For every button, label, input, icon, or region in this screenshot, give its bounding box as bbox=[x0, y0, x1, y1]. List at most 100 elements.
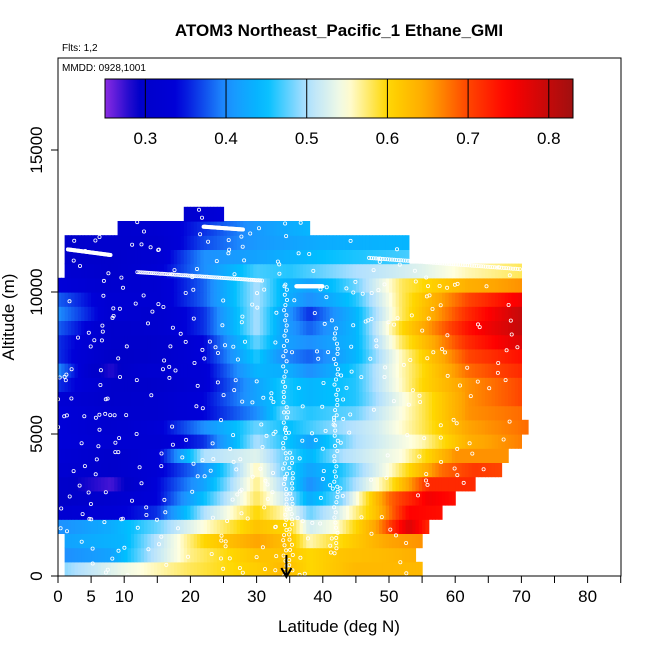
heatmap-cell bbox=[233, 462, 238, 478]
heatmap-cell bbox=[71, 348, 76, 364]
heatmap-cell bbox=[375, 434, 380, 449]
heatmap-cell bbox=[74, 419, 79, 435]
heatmap-cell bbox=[74, 476, 79, 492]
heatmap-cell bbox=[127, 448, 132, 463]
heatmap-cell bbox=[395, 348, 400, 364]
heatmap-cell bbox=[398, 476, 403, 492]
measurement-point bbox=[281, 553, 286, 558]
heatmap-cell bbox=[147, 448, 152, 463]
heatmap-cell bbox=[415, 462, 420, 478]
heatmap-cell bbox=[223, 448, 228, 463]
heatmap-cell bbox=[418, 306, 423, 321]
heatmap-cell bbox=[101, 235, 105, 250]
heatmap-cell bbox=[180, 263, 185, 279]
heatmap-cell bbox=[372, 519, 377, 534]
heatmap-cell bbox=[276, 561, 281, 576]
heatmap-cell bbox=[107, 348, 112, 364]
heatmap-cell bbox=[362, 448, 367, 463]
heatmap-cell bbox=[193, 249, 198, 265]
heatmap-cell bbox=[428, 263, 433, 279]
heatmap-cell bbox=[283, 505, 287, 520]
heatmap-cell bbox=[435, 363, 440, 378]
heatmap-cell bbox=[296, 533, 301, 549]
heatmap-cell bbox=[97, 263, 102, 279]
heatmap-cell bbox=[153, 306, 158, 321]
heatmap-cell bbox=[177, 462, 182, 478]
heatmap-cell bbox=[369, 405, 374, 421]
heatmap-cell bbox=[243, 348, 248, 364]
heatmap-cell bbox=[81, 519, 86, 534]
heatmap-cell bbox=[293, 490, 297, 506]
heatmap-cell bbox=[273, 434, 278, 449]
heatmap-cell bbox=[435, 320, 440, 336]
heatmap-cell bbox=[67, 519, 72, 534]
measurement-point bbox=[167, 364, 172, 369]
measurement-point bbox=[417, 259, 422, 264]
heatmap-cell bbox=[153, 490, 158, 506]
heatmap-cell bbox=[269, 320, 274, 336]
heatmap-cell bbox=[441, 434, 446, 449]
heatmap-cell bbox=[365, 490, 370, 506]
measurement-point bbox=[170, 442, 175, 447]
heatmap-cell bbox=[200, 221, 205, 236]
heatmap-cell bbox=[286, 221, 291, 236]
measurement-point bbox=[281, 446, 286, 451]
heatmap-cell bbox=[312, 306, 317, 321]
heatmap-cell bbox=[87, 377, 92, 392]
heatmap-cell bbox=[345, 391, 350, 407]
measurement-point bbox=[265, 482, 270, 487]
heatmap-cell bbox=[273, 292, 278, 307]
heatmap-cell bbox=[213, 320, 218, 336]
heatmap-cell bbox=[501, 306, 506, 321]
heatmap-cell bbox=[180, 490, 185, 506]
heatmap-cell bbox=[153, 235, 158, 250]
heatmap-cell bbox=[289, 363, 294, 378]
heatmap-cell bbox=[153, 320, 158, 336]
heatmap-cell bbox=[94, 405, 99, 421]
heatmap-cell bbox=[170, 348, 175, 364]
heatmap-cell bbox=[87, 419, 92, 435]
heatmap-cell bbox=[392, 533, 397, 549]
heatmap-cell bbox=[504, 419, 509, 435]
heatmap-cell bbox=[375, 519, 380, 534]
heatmap-cell bbox=[355, 249, 360, 265]
heatmap-cell bbox=[117, 377, 122, 392]
heatmap-cell bbox=[259, 561, 264, 576]
heatmap-cell bbox=[405, 391, 410, 407]
heatmap-cell bbox=[87, 292, 92, 307]
measurement-point bbox=[483, 264, 488, 269]
heatmap-cell bbox=[220, 377, 225, 392]
heatmap-cell bbox=[157, 249, 162, 265]
heatmap-cell bbox=[157, 391, 162, 407]
measurement-point bbox=[403, 258, 408, 263]
heatmap-cell bbox=[157, 547, 162, 563]
heatmap-cell bbox=[508, 277, 513, 293]
heatmap-cell bbox=[405, 235, 410, 250]
heatmap-cell bbox=[319, 533, 324, 549]
heatmap-cell bbox=[130, 348, 135, 364]
heatmap-cell bbox=[246, 561, 251, 576]
heatmap-cell bbox=[216, 306, 221, 321]
heatmap-cell bbox=[200, 561, 205, 576]
heatmap-cell bbox=[120, 277, 125, 293]
heatmap-cell bbox=[173, 320, 178, 336]
heatmap-cell bbox=[226, 419, 231, 435]
heatmap-cell bbox=[153, 377, 158, 392]
heatmap-cell bbox=[137, 476, 142, 492]
heatmap-cell bbox=[392, 320, 397, 336]
heatmap-cell bbox=[200, 320, 205, 336]
heatmap-cell bbox=[157, 448, 162, 463]
heatmap-cell bbox=[336, 277, 340, 293]
heatmap-cell bbox=[339, 249, 344, 265]
heatmap-cell bbox=[494, 462, 499, 478]
heatmap-cell bbox=[471, 434, 476, 449]
measurement-point bbox=[333, 510, 338, 515]
heatmap-cell bbox=[94, 235, 99, 250]
measurement-point bbox=[116, 548, 121, 553]
heatmap-cell bbox=[508, 334, 513, 350]
heatmap-cell bbox=[382, 235, 387, 250]
heatmap-cell bbox=[319, 476, 324, 492]
heatmap-cell bbox=[299, 533, 304, 549]
heatmap-cell bbox=[58, 490, 62, 506]
heatmap-cell bbox=[398, 519, 403, 534]
